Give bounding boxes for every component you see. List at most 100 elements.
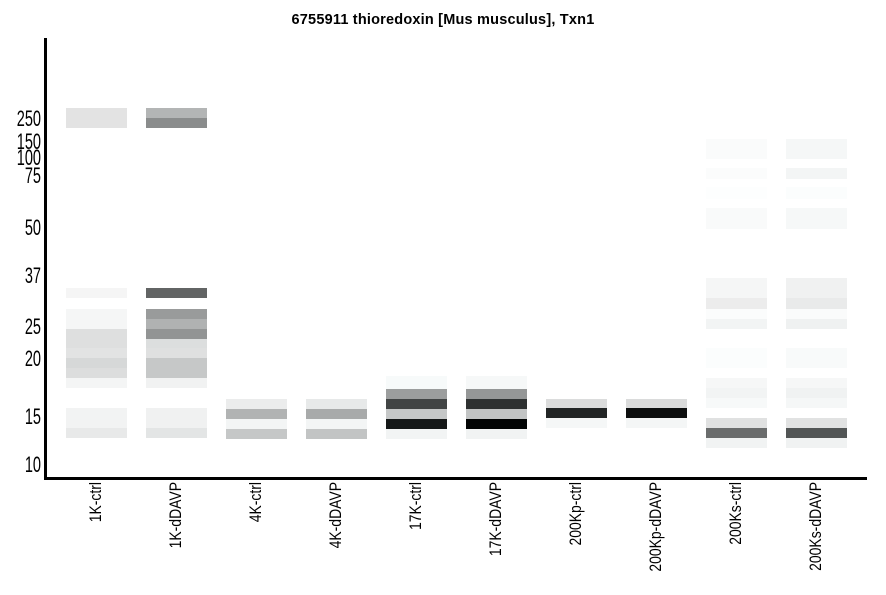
- gel-band: [785, 428, 847, 438]
- gel-band: [385, 429, 447, 439]
- gel-band: [705, 278, 767, 298]
- gel-band: [785, 278, 847, 298]
- gel-band: [785, 398, 847, 408]
- gel-band: [145, 408, 207, 428]
- gel-band: [465, 376, 527, 389]
- gel-band: [225, 409, 287, 419]
- gel-band: [705, 139, 767, 159]
- gel-band: [705, 208, 767, 229]
- gel-band: [545, 418, 607, 428]
- gel-band: [385, 419, 447, 429]
- lane-label-text: 17K-ctrl: [406, 482, 425, 531]
- lane-label-text: 200Kp-dDAVP: [646, 482, 665, 572]
- gel-band: [705, 319, 767, 329]
- lane-label-text: 200Ks-dDAVP: [806, 482, 825, 571]
- gel-band: [625, 418, 687, 428]
- gel-band: [465, 389, 527, 399]
- lane-label-text: 17K-dDAVP: [486, 482, 505, 557]
- gel-band: [145, 108, 207, 118]
- gel-band: [705, 309, 767, 319]
- gel-band: [65, 288, 127, 298]
- gel-band: [465, 399, 527, 409]
- gel-band: [65, 309, 127, 329]
- gel-band: [705, 418, 767, 428]
- gel-band: [145, 319, 207, 329]
- gel-band: [785, 208, 847, 229]
- y-axis-line: [44, 38, 47, 480]
- y-tick-label-25: 25: [24, 314, 41, 339]
- y-tick-label-250: 250: [16, 106, 41, 131]
- gel-band: [465, 429, 527, 439]
- gel-band: [225, 419, 287, 429]
- lane-label-text: 4K-ctrl: [246, 482, 265, 523]
- gel-band: [705, 298, 767, 309]
- lane-label-text: 4K-dDAVP: [326, 482, 345, 549]
- gel-band: [705, 428, 767, 438]
- gel-band: [785, 187, 847, 199]
- y-tick-label-100: 100: [16, 145, 41, 170]
- gel-band: [705, 398, 767, 408]
- gel-band: [705, 348, 767, 368]
- gel-band: [145, 288, 207, 298]
- gel-band: [145, 358, 207, 378]
- gel-band: [65, 108, 127, 128]
- gel-band: [65, 329, 127, 348]
- gel-band: [705, 378, 767, 388]
- gel-band: [145, 378, 207, 388]
- gel-band: [145, 309, 207, 319]
- y-tick-label-37: 37: [24, 263, 41, 288]
- gel-band: [465, 419, 527, 429]
- gel-band: [385, 389, 447, 399]
- gel-band: [545, 408, 607, 418]
- x-axis-line: [44, 477, 867, 480]
- gel-band: [785, 418, 847, 428]
- gel-band: [785, 309, 847, 319]
- gel-band: [705, 388, 767, 398]
- y-tick-label-150: 150: [16, 129, 41, 154]
- gel-band: [305, 399, 367, 409]
- gel-band: [785, 388, 847, 398]
- gel-band: [305, 419, 367, 429]
- gel-band: [65, 348, 127, 358]
- gel-band: [545, 399, 607, 408]
- lane-label-text: 200Kp-ctrl: [566, 482, 585, 546]
- gel-band: [305, 409, 367, 419]
- lane-label-text: 1K-ctrl: [86, 482, 105, 523]
- gel-band: [225, 399, 287, 409]
- gel-band: [145, 329, 207, 339]
- gel-band: [385, 399, 447, 409]
- gel-band: [625, 399, 687, 408]
- y-tick-label-10: 10: [24, 452, 41, 477]
- gel-band: [145, 428, 207, 438]
- gel-band: [65, 408, 127, 428]
- gel-band: [145, 348, 207, 358]
- gel-band: [785, 168, 847, 179]
- gel-band: [625, 408, 687, 418]
- gel-band: [145, 118, 207, 128]
- y-tick-label-50: 50: [24, 215, 41, 240]
- gel-band: [145, 339, 207, 348]
- gel-band: [785, 348, 847, 368]
- gel-band: [225, 429, 287, 439]
- gel-band: [785, 319, 847, 329]
- gel-band: [65, 368, 127, 378]
- gel-band: [785, 298, 847, 309]
- y-tick-label-20: 20: [24, 346, 41, 371]
- gel-band: [65, 428, 127, 438]
- chart-title: 6755911 thioredoxin [Mus musculus], Txn1: [291, 12, 595, 28]
- gel-band: [305, 429, 367, 439]
- gel-band: [785, 438, 847, 448]
- gel-band: [465, 409, 527, 419]
- lane-label-text: 1K-dDAVP: [166, 482, 185, 549]
- y-tick-label-15: 15: [24, 404, 41, 429]
- gel-band: [385, 409, 447, 419]
- lane-label-text: 200Ks-ctrl: [726, 482, 745, 545]
- gel-band: [785, 378, 847, 388]
- y-tick-label-75: 75: [24, 163, 41, 188]
- gel-band: [785, 139, 847, 159]
- gel-band: [385, 376, 447, 389]
- gel-band: [705, 187, 767, 199]
- gel-band: [65, 378, 127, 388]
